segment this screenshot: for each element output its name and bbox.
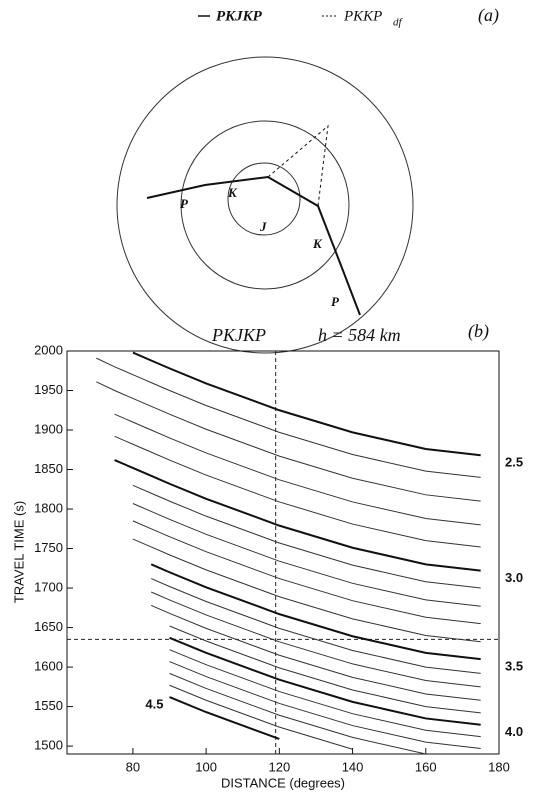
travel-time-curve [169,649,481,738]
curve-label: 4.5 [145,697,163,712]
ray-label: K [312,236,323,251]
earth-surface [116,56,414,354]
travel-time-curve [132,538,481,643]
travel-time-curve [169,661,481,749]
x-tick-label: 140 [342,759,364,774]
travel-time-curve [96,357,481,478]
y-tick-label: 1850 [34,461,63,476]
travel-time-curve [132,484,481,589]
travel-time-curve [169,636,481,726]
y-tick-label: 1650 [34,619,63,634]
curve-label: 3.5 [505,659,523,674]
diagram-a: PKJKP PKKP df (a) P K J K P [116,5,499,354]
ray-label: J [259,219,267,234]
y-tick-label: 1500 [34,738,63,753]
x-tick-label: 120 [268,759,290,774]
y-tick-label: 1800 [34,500,63,515]
y-tick-label: 2000 [34,342,63,357]
travel-time-curve [151,604,481,701]
travel-time-curve [151,578,481,674]
ray-pkjkp [146,175,361,316]
legend-label: PKJKP [216,8,263,24]
travel-time-curve [169,696,280,740]
travel-time-curve [169,625,481,714]
travel-time-curve [151,591,481,688]
curve-label: 4.0 [505,724,523,739]
travel-time-curve [96,381,481,502]
travel-time-curve [169,684,353,750]
plot-frame [66,350,500,755]
y-axis-label: TRAVEL TIME (s) [11,501,26,603]
y-tick-label: 1950 [34,382,63,397]
y-tick-label: 1700 [34,579,63,594]
travel-time-curve [132,351,481,457]
x-axis-label: DISTANCE (degrees) [221,775,345,790]
travel-time-curve [150,563,481,661]
travel-time-curve [169,672,426,755]
travel-time-curve [132,503,481,607]
y-tick-label: 1550 [34,698,63,713]
panel-label: (a) [478,5,499,26]
x-tick-label: 160 [415,759,437,774]
x-tick-label: 80 [126,759,140,774]
annotation: h = 584 km [318,325,401,345]
ray-label: K [227,185,238,200]
outer-core [180,120,350,290]
panel-label: (b) [468,321,489,342]
curve-label: 3.0 [505,570,523,585]
curve-label: 2.5 [505,455,523,470]
y-tick-label: 1900 [34,421,63,436]
legend-label: PKKP [343,8,382,24]
travel-time-curve [114,459,481,572]
x-tick-label: 100 [195,759,217,774]
x-tick-label: 180 [488,759,510,774]
travel-time-curve [114,435,481,548]
y-tick-label: 1600 [34,659,63,674]
legend-subscript: df [393,17,404,29]
ray-label: P [180,196,189,211]
travel-time-curve [114,413,481,526]
ray-pkkpdf [267,124,329,207]
inner-core [227,162,301,236]
ray-label: P [331,294,340,309]
travel-time-curve [132,520,481,625]
chart-title: PKJKP [211,325,266,345]
y-tick-label: 1750 [34,540,63,555]
